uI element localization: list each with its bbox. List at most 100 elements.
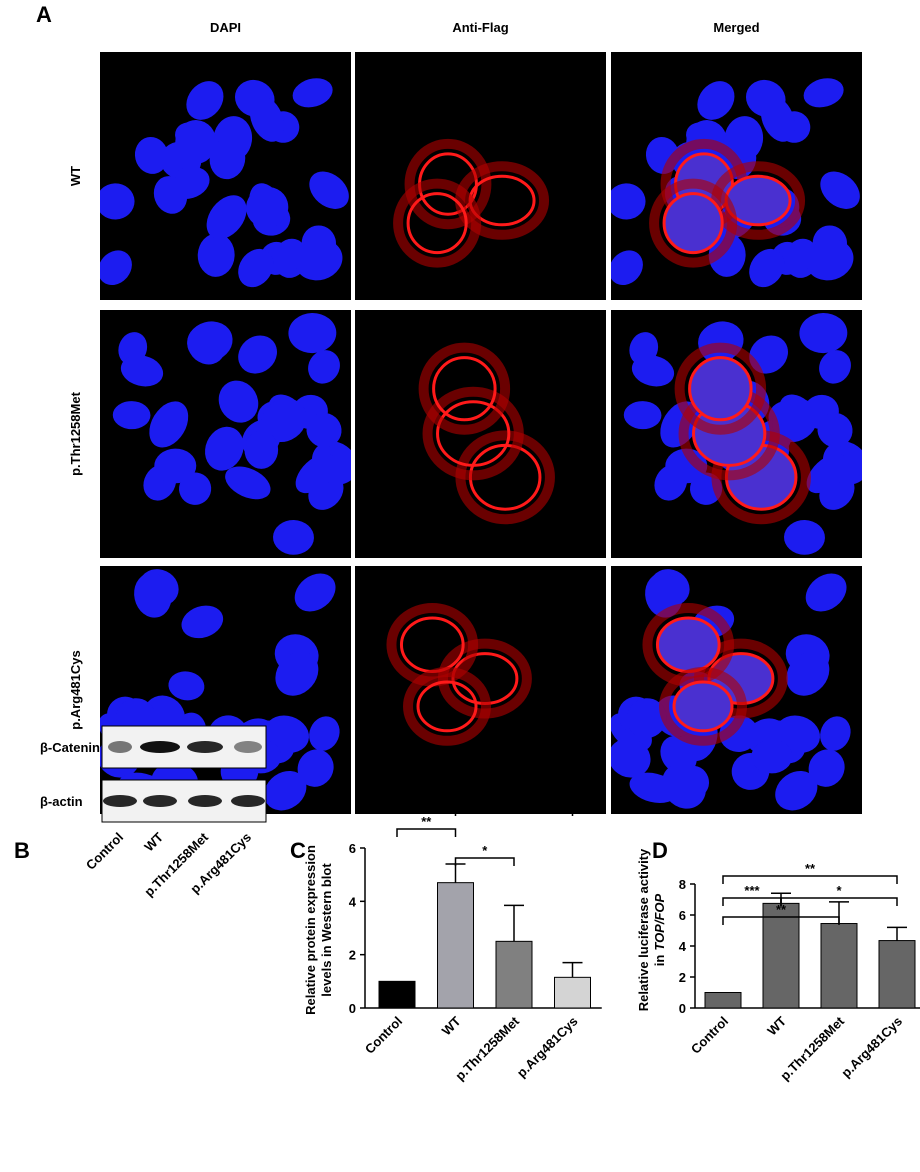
nucleus	[294, 573, 336, 612]
blot-band	[231, 795, 265, 807]
significance-label: **	[509, 793, 520, 808]
bar	[704, 992, 742, 1009]
nucleus	[218, 380, 259, 423]
nucleus	[775, 715, 821, 753]
significance-bracket	[396, 828, 457, 837]
flag-signal	[403, 666, 492, 746]
image-content	[393, 138, 550, 268]
nucleus	[806, 453, 848, 494]
flag-ring	[655, 616, 721, 673]
significance-label: **	[805, 861, 816, 876]
bar	[820, 923, 858, 1009]
row-label: WT	[68, 166, 83, 186]
significance-label: *	[482, 843, 488, 858]
flag-ring	[436, 400, 511, 467]
nucleus	[772, 398, 818, 443]
flag-ring	[662, 192, 724, 255]
panel-label: B	[14, 838, 30, 863]
flag-signal	[649, 178, 738, 268]
nucleus	[175, 120, 217, 164]
x-tick-label: WT	[764, 1013, 789, 1038]
blot-band	[140, 741, 180, 753]
micrograph	[100, 52, 351, 300]
x-tick-label: p.Arg481Cys	[514, 1014, 581, 1081]
micrograph	[355, 52, 606, 300]
image-content	[100, 78, 349, 288]
y-label-line: in	[652, 955, 667, 967]
nucleus	[264, 770, 307, 811]
nucleus	[120, 355, 164, 387]
nucleus	[820, 171, 860, 209]
micrograph	[611, 310, 862, 558]
nucleus	[179, 472, 212, 505]
y-label-line: Relative luciferase activity	[636, 848, 651, 1011]
nucleus	[295, 239, 343, 281]
y-tick-label: 2	[349, 948, 356, 963]
flag-ring	[406, 192, 468, 255]
micrograph	[355, 566, 606, 814]
flag-ring	[416, 680, 478, 733]
y-tick-label: 4	[349, 894, 357, 909]
x-tick-label: p.Arg481Cys	[838, 1014, 905, 1081]
x-tick-label: WT	[439, 1013, 464, 1038]
flag-signal	[711, 161, 806, 240]
row-label: p.Thr1258Met	[68, 391, 83, 475]
nucleus	[292, 78, 333, 108]
nucleus	[168, 671, 205, 701]
nucleus	[225, 466, 271, 500]
nucleus	[751, 739, 793, 774]
micrograph	[100, 310, 351, 558]
significance-label: *	[836, 883, 842, 898]
error-bar	[504, 904, 524, 942]
micrograph	[611, 52, 862, 300]
nucleus	[611, 738, 651, 778]
image-content	[611, 569, 851, 811]
flag-signal	[386, 602, 479, 687]
nucleus	[186, 81, 224, 120]
nucleus	[697, 81, 735, 120]
micrograph	[611, 566, 862, 814]
y-axis-label: Relative protein expressionlevels in Wes…	[303, 845, 334, 1015]
nucleus	[187, 325, 226, 365]
column-header: DAPI	[210, 20, 241, 35]
error-bar	[445, 863, 466, 883]
blot-band	[187, 741, 223, 753]
nucleus	[611, 250, 643, 286]
bar	[878, 940, 916, 1009]
y-tick-label: 2	[679, 970, 686, 985]
nucleus	[100, 183, 135, 220]
column-header: Anti-Flag	[452, 20, 508, 35]
nucleus	[775, 770, 818, 811]
y-tick-label: 0	[349, 1001, 356, 1016]
flag-signal	[674, 342, 767, 435]
flag-signal	[418, 342, 511, 435]
nucleus	[623, 401, 662, 430]
significance-bracket	[454, 857, 515, 866]
column-header: Merged	[713, 20, 759, 35]
nucleus	[817, 412, 853, 448]
significance-bracket	[780, 897, 898, 906]
flag-ring	[432, 356, 497, 422]
flag-ring	[688, 356, 753, 422]
significance-label: **	[421, 814, 432, 829]
significance-bracket	[722, 916, 840, 925]
bar	[378, 980, 416, 1009]
nucleus	[749, 248, 785, 288]
nucleus	[153, 176, 188, 214]
significance-bracket	[722, 875, 898, 884]
nucleus	[181, 605, 224, 639]
nucleus	[784, 520, 825, 555]
y-label-italic: TOP/FOP	[652, 893, 667, 950]
nucleus	[805, 573, 847, 612]
nucleus	[309, 716, 340, 751]
nucleus	[275, 651, 319, 696]
nucleus	[661, 763, 706, 809]
nucleus	[206, 195, 247, 240]
nucleus	[197, 233, 235, 277]
flag-signal	[422, 386, 524, 481]
x-tick-label: Control	[688, 1014, 731, 1057]
bar	[495, 940, 533, 1009]
blot-label: β-Catenin	[40, 740, 100, 755]
flag-signal	[404, 138, 492, 230]
